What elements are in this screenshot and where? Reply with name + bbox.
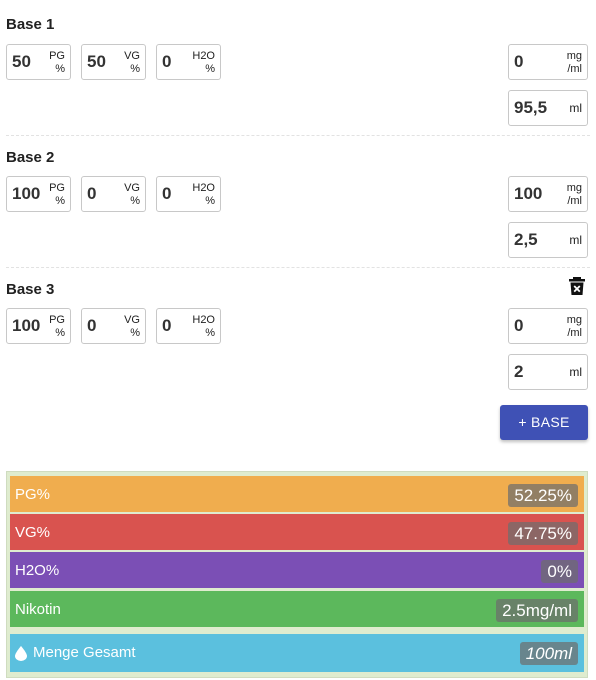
drop-icon — [15, 645, 27, 661]
nicotine-unit: mg/ml — [566, 314, 582, 339]
summary-h2o-label: H2O% — [15, 562, 60, 579]
vg-input[interactable]: 50 VG% — [81, 44, 146, 80]
summary-h2o-value: 0% — [541, 560, 578, 583]
summary-pg-label: PG% — [15, 486, 51, 503]
vg-value: 0 — [87, 316, 97, 335]
summary-pg-value: 52.25% — [508, 484, 578, 507]
summary-nicotine-bar: Nikotin 2.5mg/ml — [10, 591, 584, 627]
nicotine-value: 0 — [514, 52, 524, 71]
amount-unit: ml — [569, 365, 582, 379]
section-divider — [6, 267, 590, 268]
add-base-button[interactable]: + BASE — [500, 405, 588, 440]
amount-value: 2 — [514, 362, 524, 381]
summary-vg-value: 47.75% — [508, 522, 578, 545]
summary-vg-bar: VG% 47.75% — [10, 514, 584, 550]
summary-total-label: Menge Gesamt — [33, 644, 136, 661]
summary-pg-bar: PG% 52.25% — [10, 476, 584, 512]
nicotine-unit: mg/ml — [566, 182, 582, 207]
summary-vg-label: VG% — [15, 524, 51, 541]
nicotine-input[interactable]: 0 mg/ml — [508, 308, 588, 344]
amount-unit: ml — [569, 101, 582, 115]
amount-value: 2,5 — [514, 230, 538, 249]
summary-total-label-wrap: Menge Gesamt — [15, 634, 136, 672]
amount-unit: ml — [569, 233, 582, 247]
pg-value: 100 — [12, 184, 41, 203]
h2o-unit: H2O% — [192, 50, 215, 75]
h2o-unit: H2O% — [192, 182, 215, 207]
h2o-value: 0 — [162, 184, 172, 203]
vg-unit: VG% — [124, 50, 140, 75]
vg-unit: VG% — [124, 182, 140, 207]
section-divider — [6, 135, 590, 136]
pg-value: 100 — [12, 316, 41, 335]
summary-nicotine-value: 2.5mg/ml — [496, 599, 578, 622]
vg-input[interactable]: 0 VG% — [81, 176, 146, 212]
trash-icon[interactable] — [569, 277, 585, 295]
summary-nicotine-label: Nikotin — [15, 601, 61, 618]
nicotine-unit: mg/ml — [566, 50, 582, 75]
amount-input[interactable]: 2 ml — [508, 354, 588, 390]
h2o-unit: H2O% — [192, 314, 215, 339]
vg-value: 50 — [87, 52, 106, 71]
base-title: Base 2 — [6, 149, 55, 166]
h2o-value: 0 — [162, 52, 172, 71]
vg-input[interactable]: 0 VG% — [81, 308, 146, 344]
summary-h2o-bar: H2O% 0% — [10, 552, 584, 588]
h2o-value: 0 — [162, 316, 172, 335]
summary-total-value: 100ml — [519, 642, 578, 665]
vg-value: 0 — [87, 184, 97, 203]
vg-unit: VG% — [124, 314, 140, 339]
summary-total-bar: Menge Gesamt 100ml — [10, 634, 584, 672]
base-title: Base 3 — [6, 281, 55, 298]
nicotine-input[interactable]: 0 mg/ml — [508, 44, 588, 80]
h2o-input[interactable]: 0 H2O% — [156, 176, 221, 212]
amount-input[interactable]: 95,5 ml — [508, 90, 588, 126]
nicotine-input[interactable]: 100 mg/ml — [508, 176, 588, 212]
pg-input[interactable]: 50 PG% — [6, 44, 71, 80]
amount-input[interactable]: 2,5 ml — [508, 222, 588, 258]
nicotine-value: 100 — [514, 184, 543, 203]
amount-value: 95,5 — [514, 98, 548, 117]
pg-input[interactable]: 100 PG% — [6, 176, 71, 212]
base-title: Base 1 — [6, 16, 55, 33]
pg-unit: PG% — [49, 314, 65, 339]
h2o-input[interactable]: 0 H2O% — [156, 308, 221, 344]
h2o-input[interactable]: 0 H2O% — [156, 44, 221, 80]
nicotine-value: 0 — [514, 316, 524, 335]
pg-unit: PG% — [49, 50, 65, 75]
pg-value: 50 — [12, 52, 31, 71]
pg-unit: PG% — [49, 182, 65, 207]
summary-panel: PG% 52.25% VG% 47.75% H2O% 0% Nikotin 2.… — [6, 471, 588, 678]
pg-input[interactable]: 100 PG% — [6, 308, 71, 344]
